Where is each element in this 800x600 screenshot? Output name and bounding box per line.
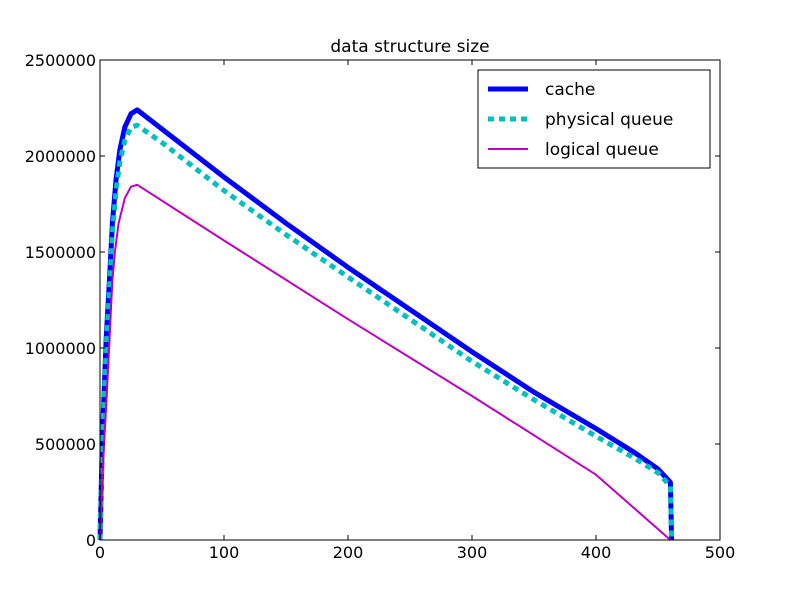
x-tick-label: 100 (209, 543, 240, 562)
y-tick-label: 500000 (35, 435, 96, 454)
x-tick-label: 200 (333, 543, 364, 562)
x-tick-label: 0 (95, 543, 105, 562)
x-tick-label: 500 (705, 543, 736, 562)
x-tick-label: 300 (457, 543, 488, 562)
series-line-logical-queue (99, 183, 672, 541)
x-tick-label: 400 (581, 543, 612, 562)
legend: cache physical queue logical queue (477, 69, 711, 169)
plot-frame (99, 59, 721, 541)
y-tick-label: 1000000 (25, 339, 96, 358)
axis-layer: 0 100 200 300 400 500 0 500000 1000000 1500000 200… (25, 51, 736, 562)
y-tick-label: 2000000 (25, 147, 96, 166)
chart-title: data structure size (330, 37, 489, 57)
legend-label: physical queue (545, 110, 673, 130)
legend-label: logical queue (545, 140, 659, 160)
legend-box (477, 69, 711, 169)
y-tick-label: 2500000 (25, 51, 96, 70)
series-layer (97, 107, 675, 541)
y-tick-label: 0 (86, 531, 96, 550)
legend-label: cache (545, 80, 595, 100)
series-line-physical-queue (97, 122, 675, 541)
y-tick-label: 1500000 (25, 243, 96, 262)
